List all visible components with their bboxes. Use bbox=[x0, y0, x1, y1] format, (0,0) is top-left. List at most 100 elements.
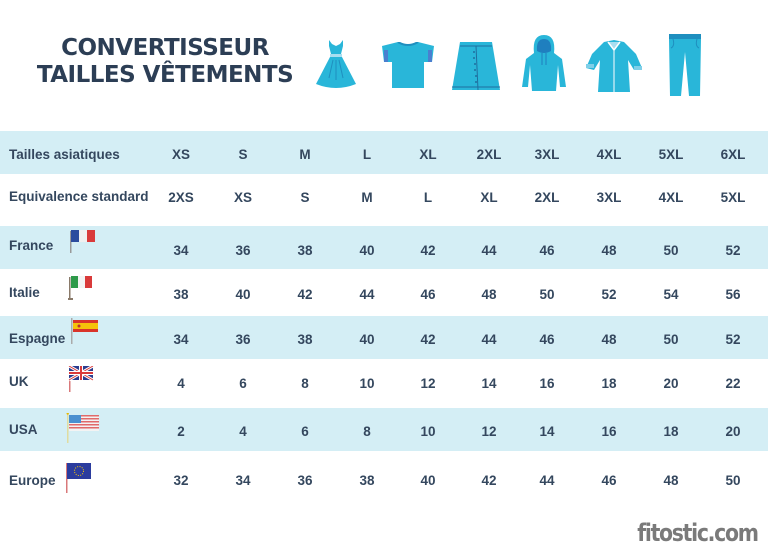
title-line-2: TAILLES VÊTEMENTS bbox=[36, 62, 294, 88]
table-cell: 46 bbox=[420, 287, 436, 302]
table-cell: L bbox=[362, 147, 372, 162]
uk-flag-icon bbox=[68, 366, 94, 392]
table-cell: 4XL bbox=[658, 190, 684, 205]
table-cell: 52 bbox=[725, 243, 741, 258]
row-label: Espagne bbox=[9, 331, 66, 346]
table-cell: 20 bbox=[725, 424, 741, 439]
table-cell: 4XL bbox=[596, 147, 622, 162]
table-cell: L bbox=[423, 190, 433, 205]
table-cell: 6 bbox=[239, 376, 247, 391]
table-cell: 54 bbox=[663, 287, 679, 302]
table-cell: 2 bbox=[177, 424, 185, 439]
row-label: Europe bbox=[9, 473, 56, 488]
table-cell: XS bbox=[171, 147, 190, 162]
table-cell: 46 bbox=[539, 243, 555, 258]
table-cell: 44 bbox=[359, 287, 375, 302]
dress-icon bbox=[316, 40, 356, 88]
table-row: Equivalence standard 2XS XS S M L XL 2XL 3XL 4XL 5… bbox=[0, 174, 768, 217]
row-label: Tailles asiatiques bbox=[9, 147, 120, 162]
table-cell: 5XL bbox=[720, 190, 746, 205]
table-cell: 4 bbox=[177, 376, 185, 391]
table-cell: 34 bbox=[235, 473, 251, 488]
table-cell: 6XL bbox=[720, 147, 746, 162]
table-cell: 8 bbox=[363, 424, 371, 439]
hoodie-icon bbox=[522, 35, 566, 91]
coat-icon bbox=[586, 40, 642, 92]
page-title: CONVERTISSEUR TAILLES VÊTEMENTS bbox=[30, 35, 300, 89]
table-row: Espagne 34 36 38 40 42 44 46 48 50 52 bbox=[0, 316, 768, 359]
table-cell: 50 bbox=[539, 287, 555, 302]
table-cell: 6 bbox=[301, 424, 309, 439]
table-cell: XL bbox=[419, 147, 437, 162]
table-cell: 32 bbox=[173, 473, 189, 488]
table-cell: 44 bbox=[481, 243, 497, 258]
row-label: France bbox=[9, 238, 54, 253]
table-cell: 18 bbox=[601, 376, 617, 391]
table-cell: 52 bbox=[601, 287, 617, 302]
table-cell: 48 bbox=[601, 243, 617, 258]
table-cell: 38 bbox=[359, 473, 375, 488]
row-label: Equivalence standard bbox=[9, 189, 149, 204]
table-cell: 36 bbox=[235, 243, 251, 258]
table-cell: 34 bbox=[173, 332, 189, 347]
table-cell: 5XL bbox=[658, 147, 684, 162]
table-cell: 8 bbox=[301, 376, 309, 391]
eu-flag-icon bbox=[66, 463, 91, 493]
jeans-icon bbox=[669, 34, 701, 96]
table-cell: 48 bbox=[663, 473, 679, 488]
table-cell: 42 bbox=[297, 287, 313, 302]
table-row: UK 4 6 8 10 12 14 16 18 20 22 bbox=[0, 360, 768, 403]
table-cell: 42 bbox=[420, 332, 436, 347]
table-cell: 14 bbox=[539, 424, 555, 439]
table-cell: XL bbox=[480, 190, 498, 205]
table-cell: 4 bbox=[239, 424, 247, 439]
table-cell: 10 bbox=[420, 424, 436, 439]
table-cell: 42 bbox=[420, 243, 436, 258]
table-cell: 18 bbox=[663, 424, 679, 439]
table-row: Europe 32 34 36 38 40 42 44 46 48 50 bbox=[0, 452, 768, 495]
table-cell: 42 bbox=[481, 473, 497, 488]
table-cell: 40 bbox=[420, 473, 436, 488]
table-cell: 36 bbox=[297, 473, 313, 488]
table-cell: 48 bbox=[481, 287, 497, 302]
table-cell: 44 bbox=[481, 332, 497, 347]
table-cell: 3XL bbox=[596, 190, 622, 205]
table-cell: M bbox=[299, 147, 311, 162]
row-label: USA bbox=[9, 422, 38, 437]
table-cell: 38 bbox=[297, 332, 313, 347]
table-cell: M bbox=[361, 190, 373, 205]
row-label: UK bbox=[9, 374, 29, 389]
usa-flag-icon bbox=[66, 413, 99, 443]
table-cell: 50 bbox=[725, 473, 741, 488]
table-cell: 50 bbox=[663, 332, 679, 347]
table-cell: 52 bbox=[725, 332, 741, 347]
table-cell: 44 bbox=[539, 473, 555, 488]
table-cell: 34 bbox=[173, 243, 189, 258]
table-cell: S bbox=[300, 190, 310, 205]
table-row: France 34 36 38 40 42 44 46 48 50 52 bbox=[0, 226, 768, 269]
table-row: Italie 38 40 42 44 46 48 50 52 54 56 bbox=[0, 270, 768, 313]
table-cell: 2XL bbox=[534, 190, 560, 205]
table-row: USA 2 4 6 8 10 12 14 16 18 20 bbox=[0, 408, 768, 451]
table-cell: 50 bbox=[663, 243, 679, 258]
table-cell: 48 bbox=[601, 332, 617, 347]
table-cell: S bbox=[238, 147, 248, 162]
table-cell: 40 bbox=[359, 332, 375, 347]
table-cell: 10 bbox=[359, 376, 375, 391]
row-label: Italie bbox=[9, 285, 40, 300]
tshirt-icon bbox=[382, 42, 434, 88]
table-row: Tailles asiatiques XS S M L XL 2XL 3XL 4XL 5XL 6XL bbox=[0, 131, 768, 174]
table-cell: 40 bbox=[235, 287, 251, 302]
skirt-icon bbox=[452, 42, 500, 91]
table-cell: 36 bbox=[235, 332, 251, 347]
table-cell: 3XL bbox=[534, 147, 560, 162]
italy-flag-icon bbox=[68, 276, 92, 300]
table-cell: 22 bbox=[725, 376, 741, 391]
table-cell: 12 bbox=[481, 424, 497, 439]
table-cell: 46 bbox=[601, 473, 617, 488]
france-flag-icon bbox=[70, 230, 95, 253]
table-cell: 16 bbox=[539, 376, 555, 391]
table-cell: 16 bbox=[601, 424, 617, 439]
table-cell: 56 bbox=[725, 287, 741, 302]
table-cell: XS bbox=[233, 190, 252, 205]
